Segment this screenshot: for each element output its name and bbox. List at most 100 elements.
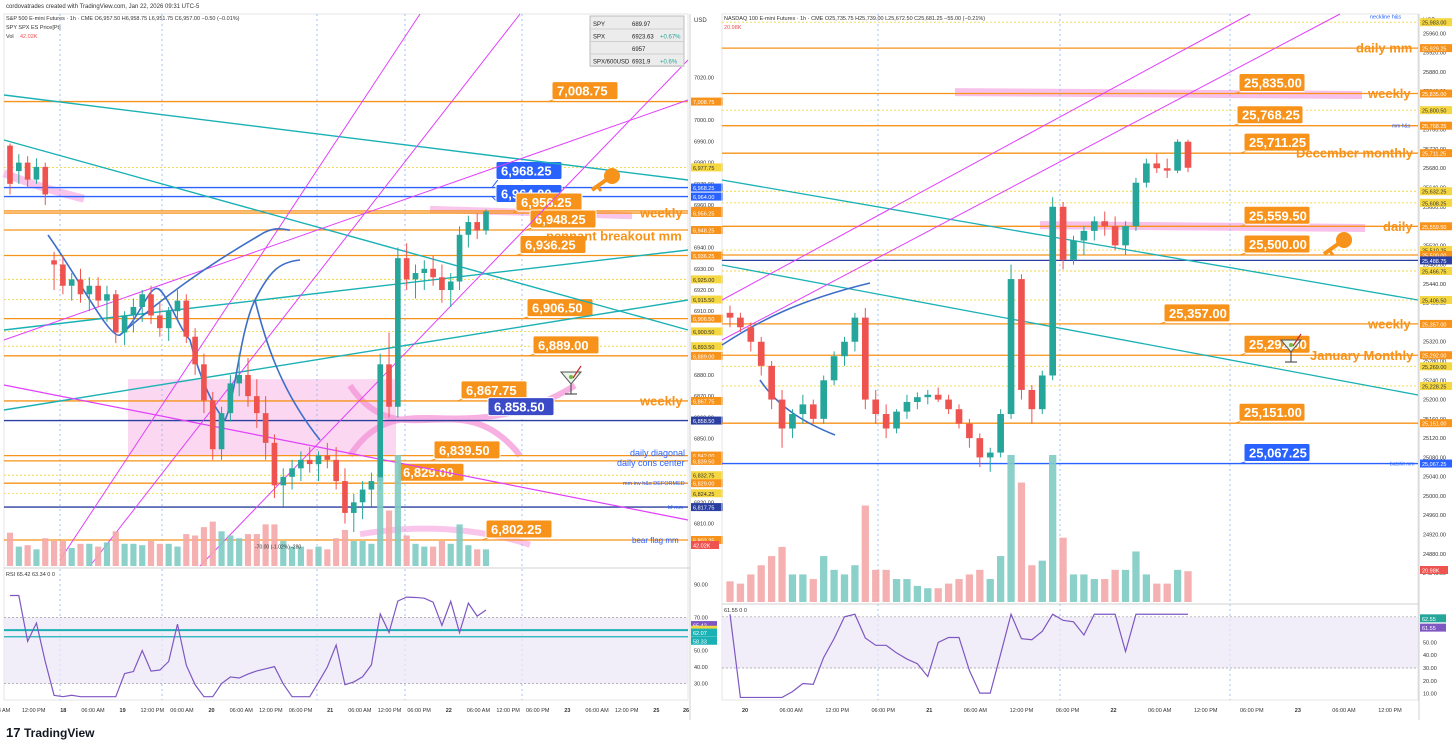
trend-line xyxy=(3,94,689,181)
candle-body xyxy=(430,268,436,278)
x-tick-label: 12:00 PM xyxy=(1010,708,1034,714)
candle-body xyxy=(112,294,119,333)
rsi-current-tag xyxy=(1420,623,1446,632)
candle-body xyxy=(830,356,838,381)
level-axis-tag xyxy=(691,226,723,235)
y-tick-label: 24880.00 xyxy=(1423,552,1446,558)
volume-bar xyxy=(59,541,66,566)
rsi-tick-label: 70.00 xyxy=(694,616,708,622)
candle-body xyxy=(77,279,84,295)
candle-body xyxy=(33,166,40,180)
key-shaft xyxy=(590,178,608,192)
level-axis-text: 25,559.50 xyxy=(1422,225,1446,231)
volume-bar xyxy=(244,534,252,566)
x-tick-label: 06:00 PM xyxy=(1056,708,1080,714)
martini-olive xyxy=(1289,343,1293,347)
x-tick-label: 12:00 PM xyxy=(378,708,402,714)
price-callout-text: 25,151.00 xyxy=(1244,405,1302,420)
volume-bar xyxy=(986,579,994,602)
x-tick-label: 18 xyxy=(60,708,66,714)
candle-body xyxy=(945,399,952,410)
price-callout-text: 6,956.25 xyxy=(521,195,572,210)
y-tick-label: 6990.00 xyxy=(694,139,714,145)
chart-annotation: daily xyxy=(1383,219,1413,234)
volume-bar xyxy=(767,556,776,602)
candle-body xyxy=(139,294,146,307)
candle-body xyxy=(872,399,880,415)
candle-body xyxy=(1080,230,1088,241)
candle-body xyxy=(15,162,22,172)
x-tick-label: 20 xyxy=(209,708,215,714)
trend-line xyxy=(721,13,1341,341)
candle-body xyxy=(809,404,817,419)
level-axis-tag xyxy=(1420,256,1452,265)
candle-body xyxy=(1038,375,1046,410)
chart-annotation: December monthly xyxy=(1296,146,1414,161)
candle-body xyxy=(289,468,295,477)
x-tick-label: 06:00 AM xyxy=(230,708,254,714)
candle-body xyxy=(95,285,101,301)
x-tick-label: 06:00 AM xyxy=(348,708,372,714)
level-axis-tag xyxy=(1420,459,1452,468)
candle-body xyxy=(841,341,848,357)
volume-bar xyxy=(253,534,260,566)
candle-body xyxy=(483,211,489,231)
chart-annotation: neckline h&s xyxy=(1370,14,1401,20)
level-axis-text: 25,835.00 xyxy=(1422,92,1446,98)
volume-bar xyxy=(1038,560,1046,602)
level-axis-text: 6,956.25 xyxy=(693,212,714,218)
level-axis-tag xyxy=(691,456,723,465)
level-axis-tag xyxy=(691,327,723,336)
volume-bar xyxy=(799,574,807,602)
volume-bar xyxy=(130,543,137,566)
candle-body xyxy=(474,222,481,231)
volume-bar xyxy=(288,546,296,566)
level-axis-text: 6,925.00 xyxy=(693,278,714,284)
volume-bar xyxy=(227,535,234,566)
y-tick-label: 6810.00 xyxy=(694,522,714,528)
key-icon xyxy=(1322,232,1352,256)
y-tick-label: 25120.00 xyxy=(1423,436,1446,442)
price-callout-text: 25,711.25 xyxy=(1249,135,1306,150)
price-callout-box xyxy=(526,298,594,318)
volume-bar xyxy=(183,534,190,566)
volume-bar xyxy=(24,545,31,566)
level-axis-tag xyxy=(1420,198,1452,207)
es-panel: S&P 500 E-mini Futures · 1h · CME O6,957… xyxy=(0,13,723,720)
price-callout-box xyxy=(1236,105,1304,125)
candle-body xyxy=(747,327,755,342)
price-callout-text: 25,559.50 xyxy=(1249,208,1307,223)
price-callout-text: 6,948.25 xyxy=(535,212,586,227)
price-callout-text: 6,829.00 xyxy=(403,465,454,480)
level-axis-tag xyxy=(691,471,723,480)
level-axis-tag xyxy=(691,192,723,201)
volume-bar xyxy=(1007,455,1015,602)
price-callout-box xyxy=(519,235,587,254)
level-axis-text: 6,900.50 xyxy=(693,330,714,336)
trend-line xyxy=(721,264,1419,396)
x-tick-label: 19 xyxy=(120,708,126,714)
volume-bar xyxy=(913,585,922,602)
x-tick-label: 3 AM xyxy=(0,708,11,714)
rsi-tick-label: 90.00 xyxy=(694,583,708,589)
level-axis-tag xyxy=(691,396,723,405)
quote-price: 6923.63 xyxy=(632,35,654,41)
volume-bar xyxy=(95,546,102,566)
level-axis-tag xyxy=(691,275,723,284)
price-callout-text: 6,858.50 xyxy=(494,400,545,415)
chart-annotation: pennant breakout mm xyxy=(546,228,682,243)
x-tick-label: 12:00 PM xyxy=(140,708,164,714)
candle-body xyxy=(924,394,932,398)
volume-bar xyxy=(976,569,984,602)
price-callout-box xyxy=(1238,73,1306,93)
volume-bar xyxy=(368,543,375,566)
level-axis-text: 25,292.00 xyxy=(1422,354,1446,360)
volume-bar xyxy=(1017,482,1026,602)
y-tick-label: 25400.00 xyxy=(1423,301,1446,307)
nq-panel: NASDAQ 100 E-mini Futures · 1h · CME O25… xyxy=(721,13,1452,720)
level-axis-tag xyxy=(691,489,723,498)
chart-annotation: batshit mm xyxy=(1390,461,1414,467)
price-callout-box xyxy=(1243,132,1311,152)
x-tick-label: 22 xyxy=(446,708,452,714)
volume-bar xyxy=(809,579,817,602)
